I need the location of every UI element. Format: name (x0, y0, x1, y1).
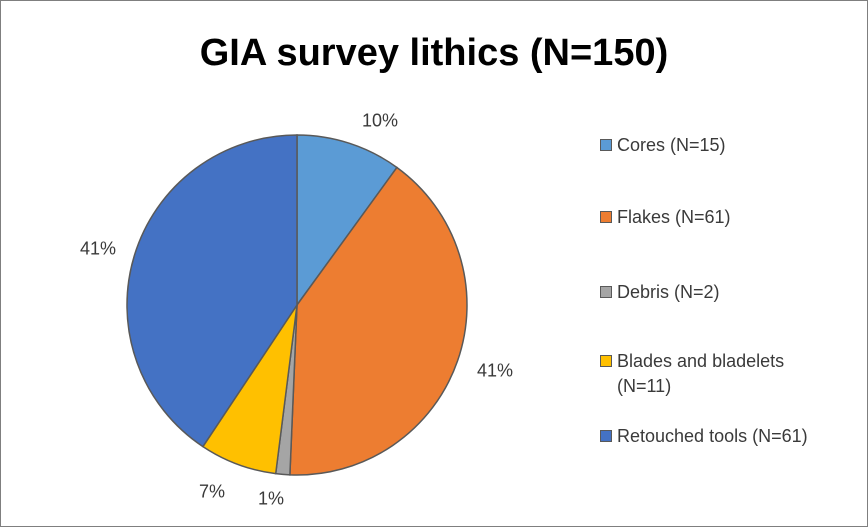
legend-label: Retouched tools (N=61) (617, 426, 808, 446)
legend-item: Blades and bladelets (N=11) (600, 349, 832, 399)
legend-swatch (600, 286, 612, 298)
legend-label: Debris (N=2) (617, 282, 720, 302)
pie-slice (126, 134, 298, 448)
slice-data-label: 41% (79, 238, 117, 259)
legend-item: Retouched tools (N=61) (600, 424, 857, 449)
legend-swatch (600, 139, 612, 151)
chart-title: GIA survey lithics (N=150) (199, 32, 669, 74)
slice-data-label: 41% (476, 360, 514, 381)
legend-swatch (600, 211, 612, 223)
legend-item: Debris (N=2) (600, 280, 857, 305)
legend-label: Cores (N=15) (617, 135, 726, 155)
pie-slice (296, 134, 398, 308)
slice-data-label: 7% (198, 481, 226, 502)
slice-data-label: 10% (361, 110, 399, 131)
legend-item: Flakes (N=61) (600, 205, 857, 230)
pie-slice (289, 166, 468, 476)
legend-label: Flakes (N=61) (617, 207, 731, 227)
legend: Cores (N=15) Flakes (N=61) Debris (N=2) Bla… (600, 0, 868, 527)
legend-swatch (600, 355, 612, 367)
legend-label: Blades and bladelets (N=11) (617, 351, 785, 396)
legend-item: Cores (N=15) (600, 133, 857, 158)
legend-swatch (600, 430, 612, 442)
slice-data-label: 1% (257, 488, 285, 509)
